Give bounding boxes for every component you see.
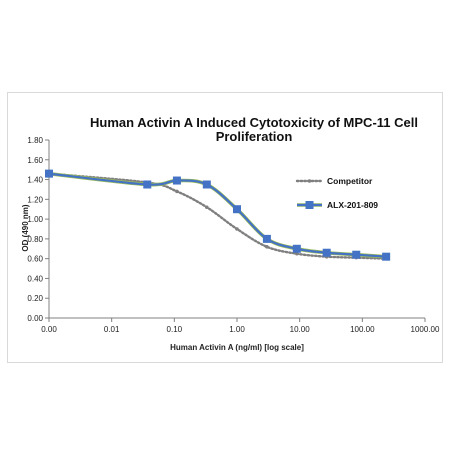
data-point-competitor <box>265 245 269 249</box>
data-point-competitor <box>175 189 179 194</box>
y-tick-label: 1.20 <box>27 195 43 204</box>
axes: 0.00 0.20 0.40 0.60 0.80 1.00 1.20 1.40 1.60 1.80… <box>27 136 440 334</box>
y-tick-label: 1.80 <box>27 136 43 145</box>
y-tick-label: 1.40 <box>27 176 43 185</box>
series-layer <box>45 169 391 261</box>
data-point-alx-201-809 <box>322 248 331 257</box>
legend-marker-alx-201-809 <box>305 201 314 209</box>
data-point-alx-201-809 <box>292 244 301 253</box>
y-tick-label: 0.00 <box>27 314 43 323</box>
y-tick-label: 1.00 <box>27 215 43 224</box>
data-point-alx-201-809 <box>143 180 152 189</box>
x-axis-label: Human Activin A (ng/ml) [log scale] <box>170 343 304 352</box>
data-point-alx-201-809 <box>45 169 53 178</box>
x-tick-label: 10.00 <box>290 325 311 334</box>
y-tick-label: 0.20 <box>27 294 43 303</box>
data-point-alx-201-809 <box>382 252 391 261</box>
legend-label-alx-201-809: ALX-201-809 <box>327 200 378 210</box>
data-point-alx-201-809 <box>202 180 211 189</box>
series-line-competitor <box>47 172 388 260</box>
y-axis-label: OD (490 nm) <box>21 204 30 251</box>
data-point-alx-201-809 <box>172 176 181 185</box>
x-tick-label: 0.10 <box>167 325 183 334</box>
y-tick-label: 0.60 <box>27 255 43 264</box>
x-tick-label: 0.01 <box>104 325 120 334</box>
y-tick-label: 1.60 <box>27 156 43 165</box>
y-tick-label: 0.80 <box>27 235 43 244</box>
chart-title-line-1: Human Activin A Induced Cytotoxicity of … <box>90 115 418 130</box>
legend: Competitor ALX-201-809 <box>295 176 378 210</box>
chart-title-line-2: Proliferation <box>216 129 293 144</box>
data-point-competitor <box>294 251 299 256</box>
data-point-competitor <box>235 227 239 231</box>
x-tick-label: 1.00 <box>229 325 245 334</box>
y-tick-label: 0.40 <box>27 274 43 283</box>
legend-label-competitor: Competitor <box>327 176 373 186</box>
data-point-alx-201-809 <box>352 250 361 259</box>
data-point-alx-201-809 <box>262 234 271 243</box>
data-point-competitor <box>205 205 209 210</box>
data-point-alx-201-809 <box>233 205 241 214</box>
x-tick-label: 0.00 <box>41 325 57 334</box>
legend-marker-competitor <box>307 179 312 183</box>
x-tick-label: 100.00 <box>350 325 375 334</box>
x-tick-label: 1000.00 <box>411 325 440 334</box>
series-line-alx-201-809 <box>48 172 387 258</box>
